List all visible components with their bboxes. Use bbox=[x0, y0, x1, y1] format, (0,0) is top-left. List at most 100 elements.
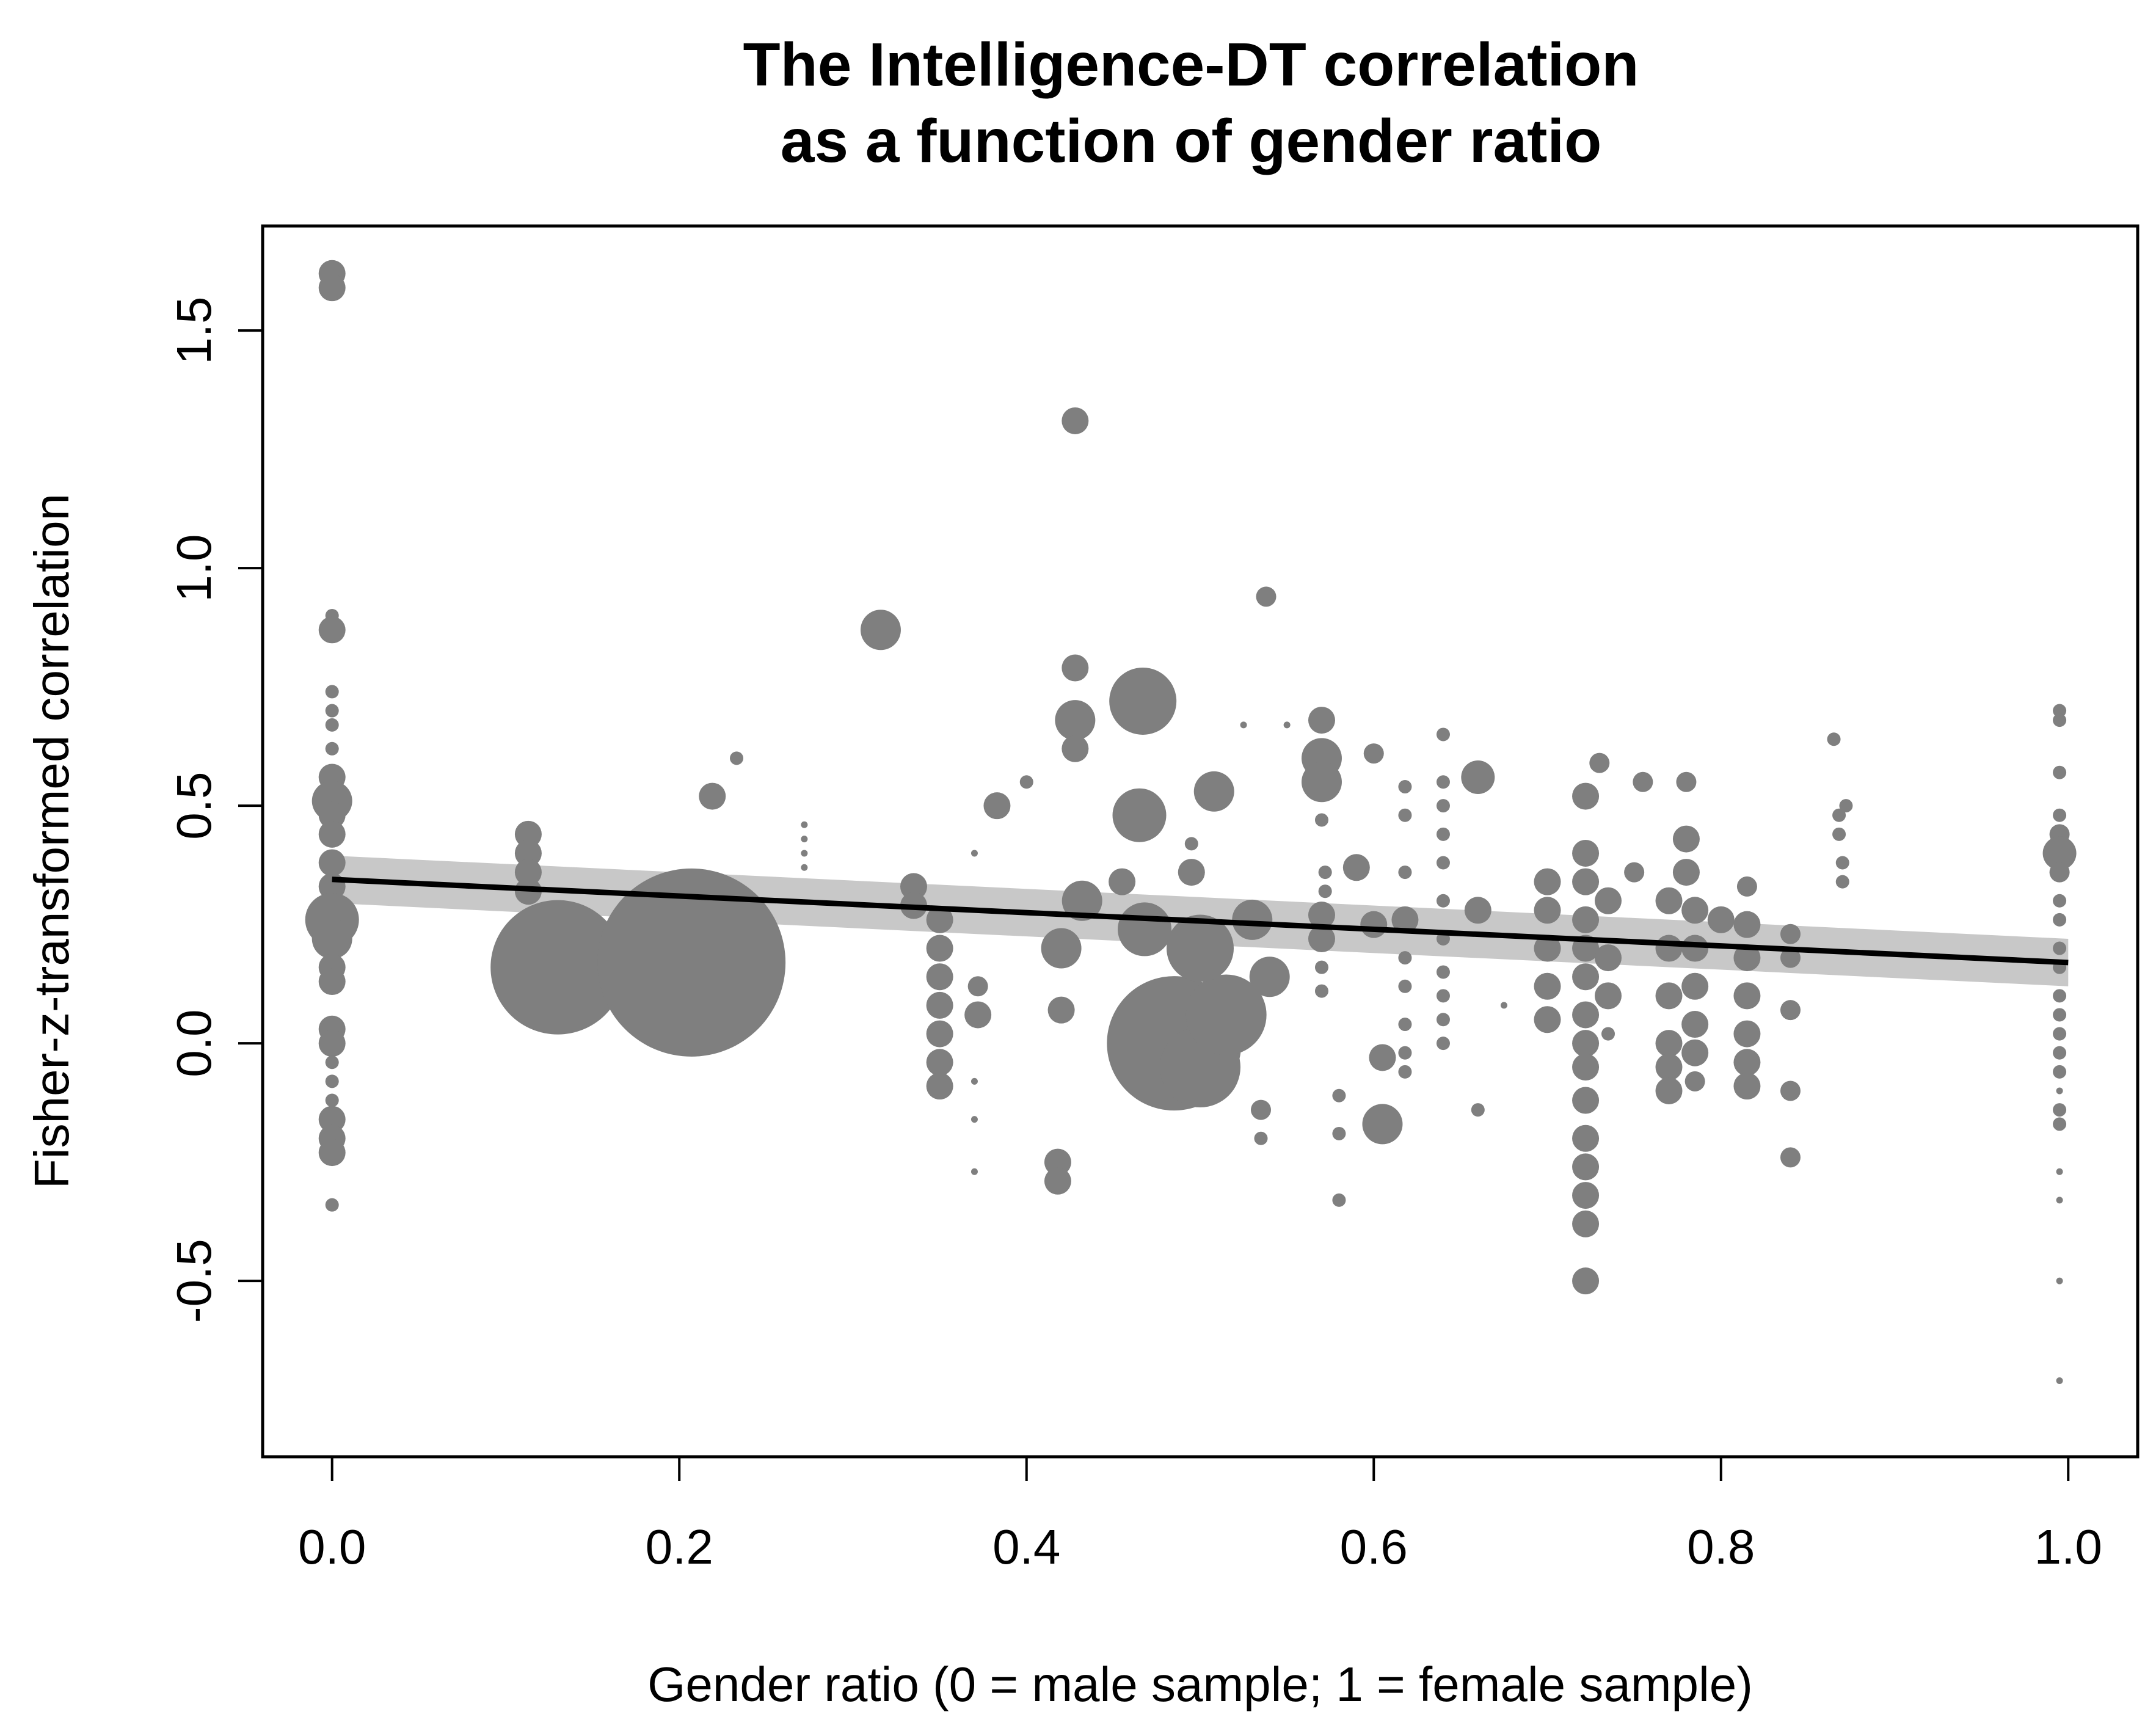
data-point bbox=[1780, 924, 1801, 944]
data-point bbox=[801, 836, 808, 843]
x-tick-label: 0.6 bbox=[1340, 1520, 1408, 1574]
data-point bbox=[801, 864, 808, 871]
data-point bbox=[318, 1030, 346, 1057]
data-point bbox=[1534, 868, 1561, 895]
data-point bbox=[2053, 941, 2067, 955]
data-point bbox=[1655, 1077, 1683, 1104]
data-point bbox=[318, 616, 346, 644]
data-point bbox=[1363, 743, 1384, 764]
data-point bbox=[1436, 989, 1450, 1003]
data-point bbox=[1254, 1131, 1268, 1145]
data-point bbox=[1301, 762, 1342, 803]
data-point bbox=[325, 1055, 339, 1070]
data-point bbox=[1733, 1049, 1761, 1076]
data-point bbox=[2053, 894, 2067, 908]
data-point bbox=[1283, 721, 1291, 729]
data-point bbox=[1369, 1044, 1396, 1071]
data-point bbox=[1572, 963, 1600, 991]
data-point bbox=[1461, 760, 1495, 794]
data-point bbox=[318, 849, 346, 876]
data-point bbox=[1019, 775, 1033, 789]
data-point bbox=[1062, 654, 1089, 682]
data-point bbox=[1672, 825, 1700, 853]
data-point bbox=[1436, 1013, 1450, 1027]
y-axis: -0.5 0.0 0.5 1.0 1.5 bbox=[167, 297, 264, 1323]
data-point bbox=[1780, 1147, 1801, 1168]
data-point bbox=[1832, 808, 1846, 822]
data-point bbox=[1118, 902, 1172, 957]
chart-title-line-1: The Intelligence-DT correlation bbox=[743, 31, 1639, 99]
data-point bbox=[1827, 732, 1841, 746]
data-point bbox=[1398, 1065, 1412, 1079]
data-point bbox=[1534, 897, 1561, 924]
data-point bbox=[325, 742, 339, 756]
data-point bbox=[1398, 1046, 1412, 1060]
data-point bbox=[1398, 780, 1412, 794]
data-point bbox=[1332, 1193, 1346, 1207]
data-point bbox=[1672, 859, 1700, 886]
data-point bbox=[1572, 1153, 1600, 1181]
data-point bbox=[1436, 1037, 1450, 1051]
data-point bbox=[1193, 771, 1234, 812]
data-point bbox=[1655, 887, 1683, 914]
data-point bbox=[318, 820, 346, 848]
data-point bbox=[967, 976, 988, 997]
data-point bbox=[1681, 935, 1709, 962]
data-point bbox=[1572, 1267, 1600, 1295]
data-point bbox=[1436, 799, 1450, 813]
data-point bbox=[1595, 944, 1622, 972]
data-point bbox=[2053, 765, 2067, 779]
data-point bbox=[1733, 982, 1761, 1010]
data-point bbox=[1464, 897, 1491, 924]
data-point bbox=[1240, 721, 1247, 729]
data-point bbox=[1572, 1124, 1600, 1152]
data-point bbox=[1835, 875, 1849, 889]
data-point bbox=[1055, 700, 1096, 741]
data-point bbox=[801, 821, 808, 828]
data-point bbox=[1342, 854, 1370, 881]
data-point bbox=[926, 991, 953, 1019]
data-point bbox=[325, 704, 339, 718]
regression-line bbox=[332, 876, 2069, 966]
data-point bbox=[1185, 974, 1267, 1055]
x-tick-label: 0.0 bbox=[298, 1520, 366, 1574]
y-axis-label: Fisher-z-transformed correlation bbox=[24, 494, 79, 1189]
data-point bbox=[1534, 935, 1561, 962]
data-point bbox=[318, 801, 346, 829]
data-point bbox=[318, 274, 346, 302]
data-point bbox=[1398, 808, 1412, 822]
data-point bbox=[1780, 947, 1801, 968]
data-point bbox=[311, 918, 352, 959]
y-tick-label: 0.0 bbox=[167, 1010, 221, 1077]
data-point bbox=[964, 1001, 992, 1029]
data-point bbox=[1314, 960, 1328, 974]
data-point bbox=[1572, 782, 1600, 810]
data-point bbox=[1655, 1030, 1683, 1057]
data-point bbox=[597, 868, 786, 1057]
data-point bbox=[1436, 856, 1450, 870]
data-point bbox=[1109, 868, 1136, 895]
data-point bbox=[1572, 1001, 1600, 1029]
data-point bbox=[1041, 928, 1082, 969]
data-point bbox=[1178, 859, 1205, 886]
data-point bbox=[1572, 906, 1600, 933]
data-point bbox=[325, 718, 339, 732]
x-axis: 0.0 0.2 0.4 0.6 0.8 1.0 bbox=[298, 1456, 2102, 1574]
data-point bbox=[699, 782, 726, 810]
x-axis-label: Gender ratio (0 = male sample; 1 = femal… bbox=[647, 1657, 1753, 1711]
data-point bbox=[318, 1139, 346, 1167]
y-tick-label: 1.0 bbox=[167, 534, 221, 602]
data-point bbox=[1112, 788, 1167, 842]
data-point bbox=[514, 859, 542, 886]
data-point bbox=[1835, 856, 1849, 870]
data-point bbox=[1308, 925, 1335, 952]
data-point bbox=[1780, 1081, 1801, 1101]
data-point bbox=[1684, 1071, 1705, 1091]
data-point bbox=[1624, 862, 1645, 883]
data-point bbox=[1681, 972, 1709, 1000]
data-point bbox=[1572, 868, 1600, 895]
data-point bbox=[1398, 865, 1412, 880]
data-point bbox=[1167, 914, 1234, 982]
data-point bbox=[971, 1116, 978, 1123]
data-point bbox=[1780, 1000, 1801, 1021]
